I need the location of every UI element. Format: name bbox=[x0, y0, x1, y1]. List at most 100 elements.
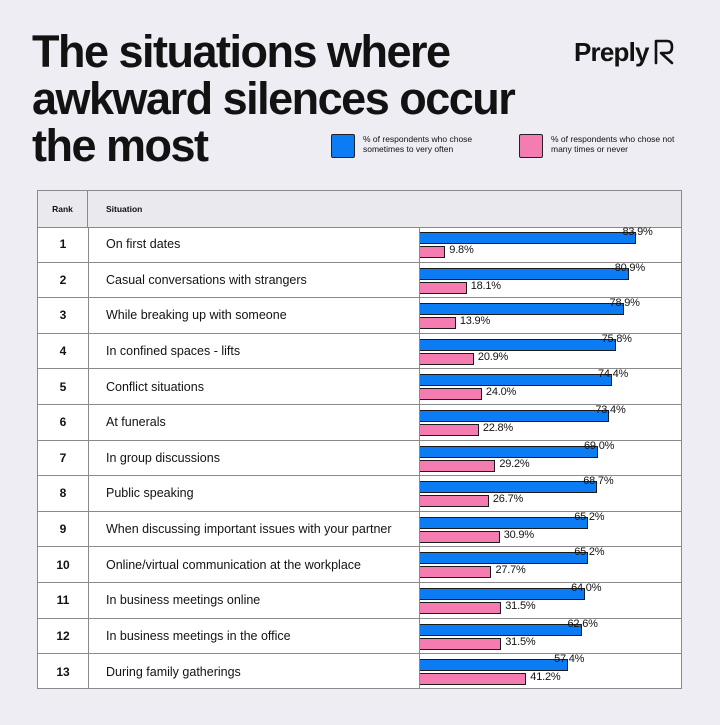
rank-header: Rank bbox=[38, 191, 88, 227]
rank-cell: 3 bbox=[59, 308, 67, 323]
bar-blue bbox=[420, 481, 598, 494]
data-label-pink: 27.7% bbox=[495, 564, 526, 577]
legend-swatch-blue bbox=[331, 134, 355, 158]
data-label-pink: 30.9% bbox=[503, 528, 534, 541]
bar-pink bbox=[420, 317, 456, 330]
data-label-blue: 69.0% bbox=[584, 439, 615, 452]
bar-blue bbox=[420, 338, 616, 351]
legend-label-blue: % of respondents who chose sometimes to … bbox=[363, 134, 473, 154]
data-label-blue: 83.9% bbox=[622, 226, 653, 238]
bar-blue bbox=[420, 303, 624, 316]
bar-pink bbox=[420, 424, 479, 436]
situation-label: In confined spaces - lifts bbox=[106, 344, 241, 359]
rank-cell: 4 bbox=[59, 344, 67, 359]
data-label-blue: 62.6% bbox=[567, 617, 598, 630]
bar-pink bbox=[420, 673, 527, 686]
situation-label: Online/virtual communication at the work… bbox=[106, 557, 361, 572]
situation-label: When discussing important issues with yo… bbox=[106, 522, 392, 537]
data-label-blue: 73.4% bbox=[595, 404, 626, 416]
table-row: 11 In business meetings online 64.0% 31.5% bbox=[38, 582, 681, 619]
brand-name: Preply bbox=[574, 36, 649, 67]
data-label-blue: 74.4% bbox=[597, 368, 629, 381]
table-row: 5 Conflict situations 74.4% 24.0% bbox=[38, 368, 681, 405]
data-label-pink: 9.8% bbox=[449, 244, 474, 256]
chart-title: The situations where awkward silences oc… bbox=[32, 26, 516, 171]
data-label-blue: 57.4% bbox=[554, 653, 585, 666]
legend-item-blue: % of respondents who chose sometimes to … bbox=[331, 134, 503, 158]
table-row: 10 Online/virtual communication at the wo… bbox=[38, 546, 681, 583]
situation-label: During family gatherings bbox=[106, 664, 241, 679]
rank-cell: 9 bbox=[59, 522, 67, 537]
rank-cell: 7 bbox=[59, 450, 67, 465]
data-label-blue: 80.9% bbox=[614, 261, 645, 274]
situation-header: Situation bbox=[106, 204, 143, 214]
data-label-blue: 65.2% bbox=[574, 546, 605, 559]
bar-blue bbox=[420, 516, 589, 529]
column-divider bbox=[88, 227, 89, 688]
bar-pink bbox=[420, 281, 467, 294]
data-label-pink: 29.2% bbox=[499, 457, 530, 470]
bar-pink bbox=[420, 602, 502, 614]
table-row: 12 In business meetings in the office 62.6… bbox=[38, 617, 681, 655]
data-label-pink: 31.5% bbox=[505, 600, 536, 612]
table-header: Rank Situation bbox=[38, 191, 681, 228]
table-row: 4 In confined spaces - lifts 75.8% 20.9% bbox=[38, 332, 681, 370]
bar-blue bbox=[420, 659, 569, 672]
data-label-pink: 26.7% bbox=[492, 493, 524, 506]
data-label-pink: 22.8% bbox=[482, 422, 514, 434]
rank-cell: 6 bbox=[59, 415, 67, 430]
data-label-blue: 75.8% bbox=[601, 332, 632, 345]
bar-blue bbox=[420, 445, 599, 458]
situation-label: At funerals bbox=[106, 415, 166, 430]
situation-label: In business meetings online bbox=[106, 593, 261, 608]
bar-blue bbox=[420, 410, 610, 422]
data-label-pink: 31.5% bbox=[505, 635, 536, 648]
situation-label: Public speaking bbox=[106, 486, 194, 501]
bar-pink bbox=[420, 566, 492, 579]
legend-label-pink: % of respondents who chose not many time… bbox=[551, 134, 675, 154]
situation-label: In business meetings in the office bbox=[106, 628, 291, 643]
preply-mark-icon bbox=[654, 39, 673, 65]
table-row: 3 While breaking up with someone 78.9% 13.9… bbox=[38, 297, 681, 334]
data-label-blue: 64.0% bbox=[571, 582, 602, 594]
data-label-blue: 68.7% bbox=[583, 475, 614, 488]
data-label-pink: 41.2% bbox=[530, 671, 561, 684]
situation-label: In group discussions bbox=[106, 450, 220, 465]
bar-pink bbox=[420, 459, 496, 472]
rank-cell: 8 bbox=[59, 486, 67, 501]
bar-blue bbox=[420, 552, 589, 565]
legend-swatch-pink bbox=[519, 134, 543, 158]
bar-blue bbox=[420, 267, 629, 280]
bar-blue bbox=[420, 588, 586, 600]
data-label-pink: 13.9% bbox=[459, 315, 491, 328]
bar-pink bbox=[420, 388, 482, 401]
preply-logo: Preply bbox=[574, 36, 675, 68]
data-label-blue: 65.2% bbox=[574, 510, 605, 523]
data-label-pink: 18.1% bbox=[470, 279, 501, 292]
table-row: 13 During family gatherings 57.4% 41.2% bbox=[38, 653, 681, 690]
bar-blue bbox=[420, 374, 612, 387]
bar-blue bbox=[420, 232, 637, 244]
bar-blue bbox=[420, 623, 582, 636]
table-row: 6 At funerals 73.4% 22.8% bbox=[38, 404, 681, 441]
legend-item-pink: % of respondents who chose not many time… bbox=[519, 134, 691, 158]
rank-cell: 10 bbox=[56, 557, 70, 572]
rank-cell: 1 bbox=[59, 237, 67, 252]
table-row: 1 On first dates 83.9% 9.8% bbox=[38, 226, 681, 263]
ranking-table: Rank Situation 1 On first dates 83.9% 9.8% 2… bbox=[37, 190, 682, 689]
situation-label: On first dates bbox=[106, 237, 181, 252]
data-label-pink: 24.0% bbox=[485, 386, 517, 399]
rank-cell: 13 bbox=[56, 664, 70, 679]
rank-cell: 11 bbox=[56, 593, 70, 608]
situation-label: Casual conversations with strangers bbox=[106, 272, 307, 287]
column-divider bbox=[419, 227, 420, 688]
situation-label: Conflict situations bbox=[106, 379, 204, 394]
bar-pink bbox=[420, 246, 446, 258]
table-row: 8 Public speaking 68.7% 26.7% bbox=[38, 475, 681, 512]
table-row: 7 In group discussions 69.0% 29.2% bbox=[38, 439, 681, 477]
data-label-pink: 20.9% bbox=[477, 350, 509, 363]
table-row: 2 Casual conversations with strangers 80.9… bbox=[38, 261, 681, 299]
bar-pink bbox=[420, 352, 474, 365]
bar-pink bbox=[420, 637, 502, 650]
rank-cell: 5 bbox=[59, 379, 67, 394]
